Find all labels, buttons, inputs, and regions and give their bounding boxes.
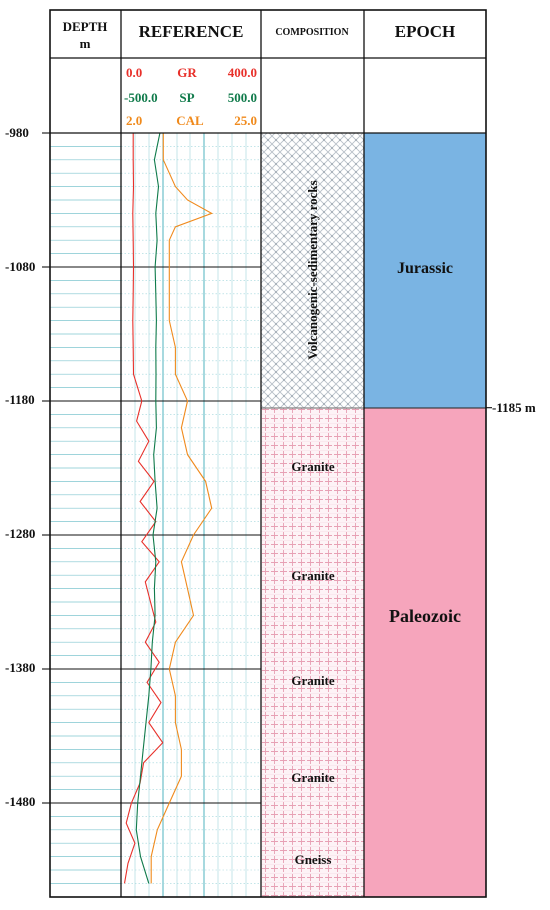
- depth-tick-label: -1080: [5, 259, 35, 274]
- boundary-depth-label: -1185 m: [492, 400, 536, 415]
- jurassic-label: Jurassic: [397, 260, 453, 277]
- sp-curve: [135, 133, 161, 884]
- volcanic-label: Volcanogenic-sedimentary rocks: [305, 180, 320, 359]
- reference-grid: [121, 133, 261, 897]
- depth-header: DEPTH: [63, 19, 108, 34]
- sp-scale-max: 500.0: [228, 90, 257, 105]
- cal-scale-name: CAL: [176, 113, 204, 128]
- sp-scale-name: SP: [179, 90, 194, 105]
- depth-minor-lines: [50, 146, 121, 884]
- epoch-header: EPOCH: [395, 22, 455, 41]
- cal-scale-max: 25.0: [234, 113, 257, 128]
- cal-curve: [150, 133, 214, 884]
- gr-scale-min: 0.0: [126, 65, 142, 80]
- reference-header: REFERENCE: [139, 22, 244, 41]
- depth-tick-label: -1380: [5, 660, 35, 675]
- depth-unit: m: [80, 36, 91, 51]
- jurassic-fill: [364, 133, 486, 408]
- granite-fill: [261, 408, 364, 897]
- gr-scale-max: 400.0: [228, 65, 257, 80]
- composition-header: COMPOSITION: [275, 27, 349, 38]
- gr-curve: [123, 133, 164, 884]
- granite-label: Granite: [291, 770, 335, 785]
- granite-label: Granite: [291, 459, 335, 474]
- volcanic-rock-fill: [261, 133, 364, 408]
- table-frame: [49, 9, 487, 898]
- depth-tick-label: -1480: [5, 794, 35, 809]
- sp-scale-min: -500.0: [124, 90, 158, 105]
- depth-tick-label: -980: [5, 125, 29, 140]
- paleozoic-label: Paleozoic: [389, 606, 461, 626]
- depth-tick-label: -1180: [5, 392, 35, 407]
- granite-label: Granite: [291, 568, 335, 583]
- paleozoic-fill: [364, 408, 486, 897]
- gneiss-label: Gneiss: [295, 852, 332, 867]
- depth-tick-label: -1280: [5, 526, 35, 541]
- log-curves: [123, 133, 214, 884]
- granite-label: Granite: [291, 673, 335, 688]
- gr-scale-name: GR: [177, 65, 197, 80]
- cal-scale-min: 2.0: [126, 113, 142, 128]
